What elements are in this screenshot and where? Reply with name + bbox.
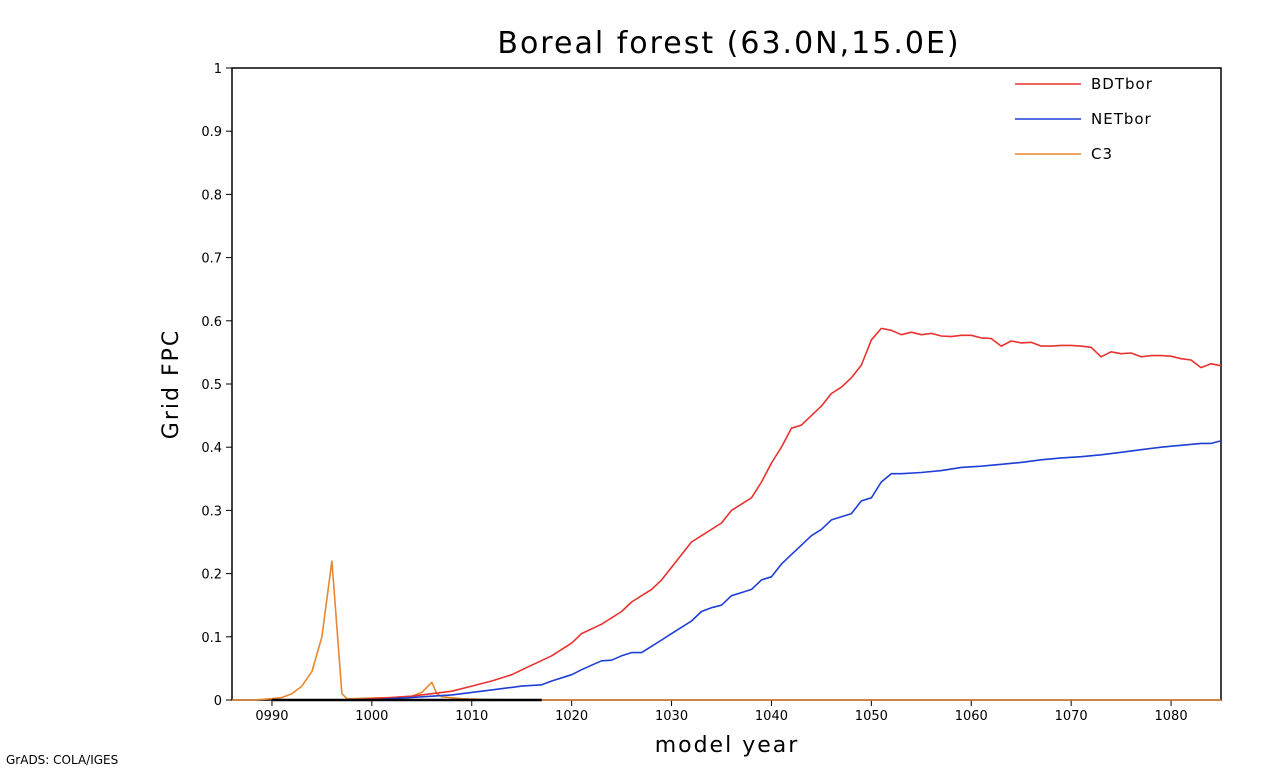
y-axis-label: Grid FPC bbox=[159, 329, 184, 439]
x-tick-label: 1000 bbox=[355, 709, 388, 724]
chart-title: Boreal forest (63.0N,15.0E) bbox=[497, 26, 960, 61]
grads-credit: GrADS: COLA/IGES bbox=[6, 753, 118, 767]
x-tick-label: 1050 bbox=[855, 709, 888, 724]
y-tick-label: 0.4 bbox=[201, 441, 222, 456]
x-tick-label: 0990 bbox=[255, 709, 288, 724]
plot-area bbox=[231, 67, 1222, 701]
x-tick-label: 1060 bbox=[955, 709, 988, 724]
y-tick-label: 0.5 bbox=[201, 378, 222, 393]
legend-label: BDTbor bbox=[1091, 75, 1153, 93]
y-tick-label: 0.8 bbox=[201, 188, 222, 203]
x-tick-label: 1020 bbox=[555, 709, 588, 724]
series-lines bbox=[232, 327, 1222, 702]
x-tick-label: 1080 bbox=[1155, 709, 1188, 724]
x-tick-label: 1030 bbox=[655, 709, 688, 724]
y-tick-label: 0.3 bbox=[201, 504, 222, 519]
y-tick-label: 0 bbox=[214, 694, 222, 709]
series-line-netbor bbox=[351, 440, 1222, 701]
y-tick-label: 1 bbox=[214, 62, 222, 77]
y-tick-label: 0.1 bbox=[201, 631, 222, 646]
x-axis-label: model year bbox=[655, 733, 800, 758]
x-tick-label: 1040 bbox=[755, 709, 788, 724]
x-axis: 0990 1000 1010 1020 1030 1040 1050 1060 1070 1080 bbox=[255, 700, 1188, 724]
y-tick-label: 0.2 bbox=[201, 568, 222, 583]
series-line-bdtbor bbox=[351, 327, 1222, 701]
y-tick-label: 0.9 bbox=[201, 125, 222, 140]
y-tick-label: 0.7 bbox=[201, 252, 222, 267]
x-tick-label: 1070 bbox=[1055, 709, 1088, 724]
plot-frame bbox=[231, 67, 1222, 701]
legend-label: NETbor bbox=[1091, 110, 1152, 128]
legend-label: C3 bbox=[1091, 145, 1113, 163]
legend: BDTbor NETbor C3 bbox=[1015, 75, 1153, 163]
x-tick-label: 1010 bbox=[455, 709, 488, 724]
series-line-c3 bbox=[232, 560, 1221, 701]
y-axis: 0 0.1 0.2 0.3 0.4 0.5 0.6 0.7 0.8 0.9 1 bbox=[201, 62, 232, 709]
y-tick-label: 0.6 bbox=[201, 315, 222, 330]
